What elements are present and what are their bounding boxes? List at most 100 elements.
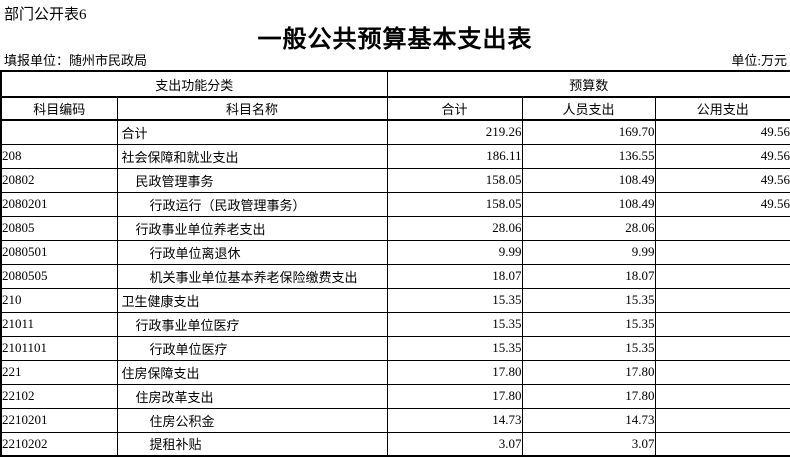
cell-name: 行政事业单位养老支出 bbox=[116, 215, 388, 241]
header-col-name: 科目名称 bbox=[116, 96, 388, 121]
cell-name: 行政运行（民政管理事务） bbox=[116, 191, 388, 217]
table-row: 2101101 行政单位医疗 15.35 15.35 bbox=[0, 335, 790, 361]
cell-total: 219.26 bbox=[386, 119, 523, 145]
cell-code: 2080501 bbox=[0, 239, 118, 265]
header-col-code: 科目编码 bbox=[0, 96, 118, 121]
cell-personnel: 169.70 bbox=[521, 119, 656, 145]
cell-code: 22102 bbox=[0, 383, 118, 409]
cell-total: 28.06 bbox=[386, 215, 523, 241]
header-group-function: 支出功能分类 bbox=[0, 70, 388, 98]
cell-code: 21011 bbox=[0, 311, 118, 337]
cell-name: 卫生健康支出 bbox=[116, 287, 388, 313]
cell-name: 住房保障支出 bbox=[116, 359, 388, 385]
cell-total: 158.05 bbox=[386, 167, 523, 193]
cell-personnel: 14.73 bbox=[521, 407, 656, 433]
table-row: 2210202 提租补贴 3.07 3.07 bbox=[0, 431, 790, 457]
cell-code: 2080201 bbox=[0, 191, 118, 217]
table-row: 合计 219.26 169.70 49.56 bbox=[0, 119, 790, 145]
cell-total: 9.99 bbox=[386, 239, 523, 265]
header-col-public: 公用支出 bbox=[654, 96, 790, 121]
cell-personnel: 15.35 bbox=[521, 311, 656, 337]
table-row: 210 卫生健康支出 15.35 15.35 bbox=[0, 287, 790, 313]
cell-total: 17.80 bbox=[386, 383, 523, 409]
table-row: 21011 行政事业单位医疗 15.35 15.35 bbox=[0, 311, 790, 337]
cell-code: 208 bbox=[0, 143, 118, 169]
cell-code: 210 bbox=[0, 287, 118, 313]
cell-total: 15.35 bbox=[386, 287, 523, 313]
cell-public bbox=[654, 359, 790, 385]
cell-public bbox=[654, 335, 790, 361]
table-row: 208 社会保障和就业支出 186.11 136.55 49.56 bbox=[0, 143, 790, 169]
table-row: 20802 民政管理事务 158.05 108.49 49.56 bbox=[0, 167, 790, 193]
cell-total: 3.07 bbox=[386, 431, 523, 457]
cell-public bbox=[654, 431, 790, 457]
cell-public: 49.56 bbox=[654, 143, 790, 169]
cell-personnel: 17.80 bbox=[521, 359, 656, 385]
header-col-personnel: 人员支出 bbox=[521, 96, 656, 121]
cell-name: 住房公积金 bbox=[116, 407, 388, 433]
cell-name: 行政单位医疗 bbox=[116, 335, 388, 361]
table-row: 2080505 机关事业单位基本养老保险缴费支出 18.07 18.07 bbox=[0, 263, 790, 289]
top-label: 部门公开表6 bbox=[4, 7, 87, 23]
table-body: 合计 219.26 169.70 49.56 208 社会保障和就业支出 186.11 136… bbox=[0, 119, 790, 457]
cell-code: 20802 bbox=[0, 167, 118, 193]
cell-personnel: 108.49 bbox=[521, 167, 656, 193]
cell-personnel: 28.06 bbox=[521, 215, 656, 241]
cell-public: 49.56 bbox=[654, 191, 790, 217]
cell-public bbox=[654, 239, 790, 265]
cell-public: 49.56 bbox=[654, 167, 790, 193]
cell-public bbox=[654, 311, 790, 337]
cell-code: 2210202 bbox=[0, 431, 118, 457]
cell-total: 15.35 bbox=[386, 335, 523, 361]
cell-personnel: 108.49 bbox=[521, 191, 656, 217]
cell-total: 18.07 bbox=[386, 263, 523, 289]
cell-code: 2210201 bbox=[0, 407, 118, 433]
cell-total: 15.35 bbox=[386, 311, 523, 337]
cell-code: 2080505 bbox=[0, 263, 118, 289]
cell-total: 186.11 bbox=[386, 143, 523, 169]
cell-public bbox=[654, 215, 790, 241]
cell-name: 机关事业单位基本养老保险缴费支出 bbox=[116, 263, 388, 289]
cell-name: 社会保障和就业支出 bbox=[116, 143, 388, 169]
cell-name: 提租补贴 bbox=[116, 431, 388, 457]
cell-total: 17.80 bbox=[386, 359, 523, 385]
unit-note: 单位:万元 bbox=[731, 53, 787, 68]
cell-personnel: 136.55 bbox=[521, 143, 656, 169]
table-row: 2210201 住房公积金 14.73 14.73 bbox=[0, 407, 790, 433]
header-col-total: 合计 bbox=[386, 96, 523, 121]
cell-code: 20805 bbox=[0, 215, 118, 241]
cell-total: 158.05 bbox=[386, 191, 523, 217]
cell-total: 14.73 bbox=[386, 407, 523, 433]
cell-personnel: 17.80 bbox=[521, 383, 656, 409]
budget-table: 支出功能分类 预算数 科目编码 科目名称 合计 人员支出 公用支出 合计 219.… bbox=[0, 70, 790, 457]
cell-public: 49.56 bbox=[654, 119, 790, 145]
header-columns-row: 科目编码 科目名称 合计 人员支出 公用支出 bbox=[0, 96, 790, 121]
table-row: 2080201 行政运行（民政管理事务） 158.05 108.49 49.56 bbox=[0, 191, 790, 217]
table-row: 2080501 行政单位离退休 9.99 9.99 bbox=[0, 239, 790, 265]
header-group-row: 支出功能分类 预算数 bbox=[0, 70, 790, 98]
header-group-budget: 预算数 bbox=[386, 70, 790, 98]
cell-public bbox=[654, 287, 790, 313]
cell-personnel: 15.35 bbox=[521, 335, 656, 361]
cell-code: 221 bbox=[0, 359, 118, 385]
cell-public bbox=[654, 383, 790, 409]
table-row: 221 住房保障支出 17.80 17.80 bbox=[0, 359, 790, 385]
cell-public bbox=[654, 407, 790, 433]
cell-public bbox=[654, 263, 790, 289]
reporting-unit-label: 填报单位：随州市民政局 bbox=[4, 53, 148, 68]
cell-name: 民政管理事务 bbox=[116, 167, 388, 193]
cell-personnel: 15.35 bbox=[521, 287, 656, 313]
table-header: 支出功能分类 预算数 科目编码 科目名称 合计 人员支出 公用支出 bbox=[0, 70, 790, 121]
cell-personnel: 18.07 bbox=[521, 263, 656, 289]
cell-code: 2101101 bbox=[0, 335, 118, 361]
meta-row: 填报单位：随州市民政局 单位:万元 bbox=[4, 50, 787, 69]
cell-personnel: 3.07 bbox=[521, 431, 656, 457]
cell-name: 行政单位离退休 bbox=[116, 239, 388, 265]
cell-name: 合计 bbox=[116, 119, 388, 145]
table-row: 22102 住房改革支出 17.80 17.80 bbox=[0, 383, 790, 409]
table-row: 20805 行政事业单位养老支出 28.06 28.06 bbox=[0, 215, 790, 241]
cell-personnel: 9.99 bbox=[521, 239, 656, 265]
cell-name: 行政事业单位医疗 bbox=[116, 311, 388, 337]
page-title: 一般公共预算基本支出表 bbox=[257, 27, 533, 53]
